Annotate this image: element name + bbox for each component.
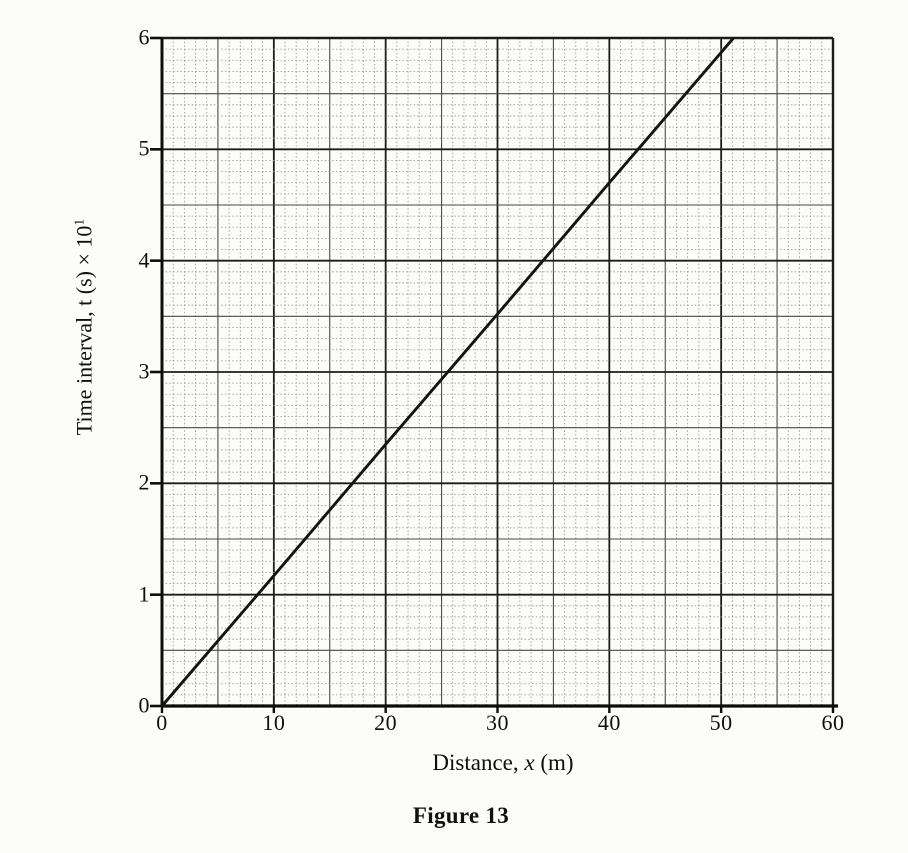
x-axis-title-suffix: (m) (534, 750, 574, 775)
y-tick-label: 2 (138, 469, 150, 495)
data-line (160, 37, 735, 707)
x-tick-label: 60 (821, 710, 845, 735)
x-axis-title: Distance, x (m) (432, 750, 573, 775)
x-tick-label: 30 (486, 710, 509, 735)
y-tick-label: 4 (138, 247, 150, 273)
y-tick-label: 1 (138, 581, 150, 607)
x-tick-label: 50 (709, 710, 733, 735)
y-axis-title-text: Time interval, t (s) × 10 (71, 225, 97, 436)
x-tick-label: 20 (374, 710, 398, 735)
y-tick-label: 3 (138, 358, 150, 384)
y-axis-title-exponent: 1 (71, 218, 87, 226)
y-axis-title: Time interval, t (s) × 101 (71, 218, 97, 436)
y-tick-label: 5 (138, 135, 150, 161)
x-tick-label: 10 (262, 710, 286, 735)
x-axis-title-prefix: Distance, (432, 750, 525, 775)
y-tick-label: 0 (138, 692, 150, 718)
graph-paper-grid (150, 36, 838, 713)
x-axis-title-variable: x (524, 750, 535, 775)
y-tick-label: 6 (138, 24, 150, 50)
x-tick-label: 0 (156, 710, 168, 735)
plot-area (150, 36, 838, 713)
x-tick-label: 40 (597, 710, 621, 735)
figure-caption: Figure 13 (412, 803, 510, 828)
